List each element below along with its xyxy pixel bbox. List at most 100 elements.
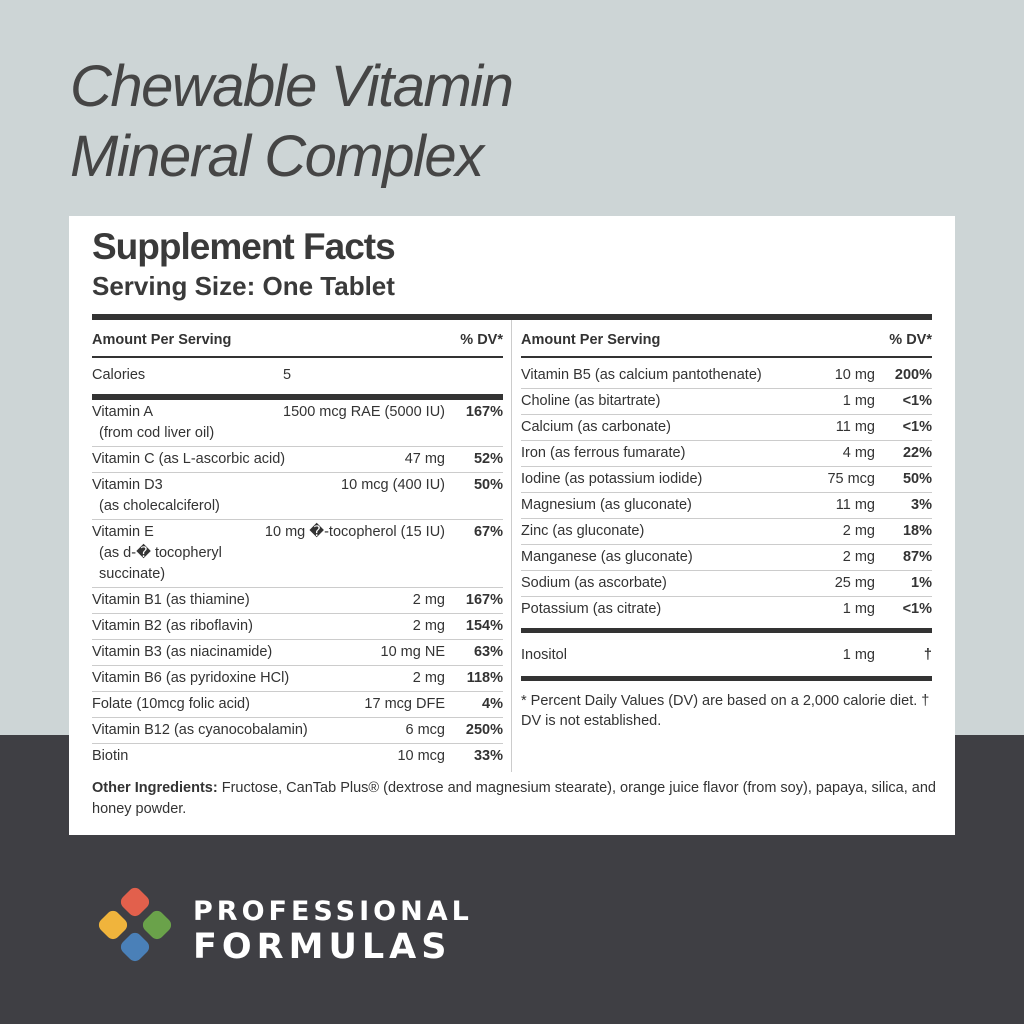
daily-value: 3% bbox=[911, 497, 932, 513]
name: Vitamin A bbox=[92, 404, 153, 420]
brand: PROFESSIONAL FORMULAS bbox=[193, 895, 473, 965]
amount: 1500 mcg RAE (5000 IU) bbox=[283, 404, 445, 420]
daily-value: 1% bbox=[911, 575, 932, 591]
petal bbox=[120, 932, 150, 962]
amount: 10 mcg bbox=[397, 748, 445, 764]
daily-value: <1% bbox=[902, 601, 932, 617]
daily-value: <1% bbox=[902, 393, 932, 409]
row: Vitamin B3 (as niacinamide) 10 mg NE 63% bbox=[92, 640, 503, 666]
name: Iodine (as potassium iodide) bbox=[521, 471, 703, 487]
name: Vitamin C (as L-ascorbic acid) bbox=[92, 451, 286, 467]
row: Vitamin B6 (as pyridoxine HCl) 2 mg 118% bbox=[92, 666, 503, 692]
amount: 10 mcg (400 IU) bbox=[341, 477, 445, 493]
row: Vitamin A (from cod liver oil) 1500 mcg RA… bbox=[92, 400, 503, 447]
rule bbox=[92, 314, 932, 320]
name: Biotin bbox=[92, 748, 129, 764]
amount: 11 mg bbox=[835, 419, 875, 435]
amount: 2 mg bbox=[412, 670, 445, 686]
name: Potassium (as citrate) bbox=[521, 601, 662, 617]
amount: 5 bbox=[283, 367, 292, 383]
label: Other Ingredients: bbox=[92, 780, 218, 796]
nutrient: Vitamin B1 (as thiamine) bbox=[92, 590, 413, 611]
amount: 6 mcg bbox=[405, 722, 446, 738]
divider bbox=[511, 320, 512, 772]
amount: 1 mg bbox=[842, 393, 875, 409]
name: Vitamin E bbox=[92, 524, 154, 540]
row: Vitamin C (as L-ascorbic acid) 47 mg 52% bbox=[92, 447, 503, 473]
amount: 1 mg bbox=[842, 601, 875, 617]
nutrient: Manganese (as gluconate) bbox=[521, 547, 843, 568]
name: Vitamin D3 bbox=[92, 477, 163, 493]
amount: 2 mg bbox=[412, 592, 445, 608]
right-column: Amount Per Serving % DV* Vitamin B5 (as ca… bbox=[521, 320, 932, 731]
nutrient: Calories bbox=[92, 365, 283, 386]
brand-line: PROFESSIONAL bbox=[193, 896, 473, 927]
daily-value: 167% bbox=[465, 404, 503, 420]
left-column: Amount Per Serving % DV* Calories 5 Vitamin … bbox=[92, 320, 503, 769]
daily-value: 154% bbox=[465, 618, 503, 634]
header-row: Amount Per Serving % DV* bbox=[521, 320, 932, 358]
daily-value: 250% bbox=[465, 722, 503, 738]
header-row: Amount Per Serving % DV* bbox=[92, 320, 503, 358]
nutrient: Magnesium (as gluconate) bbox=[521, 495, 836, 516]
amount: 1 mg bbox=[842, 647, 875, 663]
daily-value: 63% bbox=[473, 644, 503, 660]
row: Inositol 1 mg † bbox=[521, 633, 932, 681]
daily-value: 50% bbox=[902, 471, 932, 487]
text: Fructose, CanTab Plus® (dextrose and mag… bbox=[92, 780, 936, 817]
note: (as cholecalciferol) bbox=[99, 498, 220, 514]
name: Vitamin B5 (as calcium pantothenate) bbox=[521, 367, 762, 383]
amount: 10 mg �-tocopherol (15 IU) bbox=[264, 524, 445, 540]
note: (from cod liver oil) bbox=[99, 425, 215, 441]
logo bbox=[98, 887, 172, 962]
nutrient: Vitamin B6 (as pyridoxine HCl) bbox=[92, 668, 413, 689]
daily-value: † bbox=[923, 647, 932, 663]
daily-value: 4% bbox=[482, 696, 503, 712]
amount: 10 mg NE bbox=[380, 644, 445, 660]
amount: 17 mcg DFE bbox=[364, 696, 445, 712]
nutrient: Choline (as bitartrate) bbox=[521, 391, 843, 412]
name: Calcium (as carbonate) bbox=[521, 419, 671, 435]
nutrient: Sodium (as ascorbate) bbox=[521, 573, 835, 594]
nutrient: Vitamin B3 (as niacinamide) bbox=[92, 642, 381, 663]
header-label: Amount Per Serving bbox=[92, 332, 232, 348]
nutrient: Iron (as ferrous fumarate) bbox=[521, 443, 843, 464]
amount: 11 mg bbox=[835, 497, 875, 513]
row: Vitamin B5 (as calcium pantothenate) 10 m… bbox=[521, 358, 932, 389]
nutrient: Potassium (as citrate) bbox=[521, 599, 843, 620]
facts-heading: Supplement Facts bbox=[92, 226, 396, 267]
name: Vitamin B6 (as pyridoxine HCl) bbox=[92, 670, 290, 686]
daily-value: 118% bbox=[466, 670, 503, 686]
nutrient: Vitamin A (from cod liver oil) bbox=[92, 402, 283, 444]
daily-value: 50% bbox=[473, 477, 503, 493]
row: Zinc (as gluconate) 2 mg 18% bbox=[521, 519, 932, 545]
name: Inositol bbox=[521, 647, 567, 663]
row: Choline (as bitartrate) 1 mg <1% bbox=[521, 389, 932, 415]
row: Folate (10mcg folic acid) 17 mcg DFE 4% bbox=[92, 692, 503, 718]
daily-value: 67% bbox=[473, 524, 503, 540]
name: Vitamin B2 (as riboflavin) bbox=[92, 618, 253, 634]
amount: 2 mg bbox=[842, 523, 875, 539]
daily-value: 18% bbox=[902, 523, 932, 539]
daily-value: 167% bbox=[465, 592, 503, 608]
petal bbox=[120, 887, 150, 917]
amount: 75 mcg bbox=[827, 471, 875, 487]
row: Iodine (as potassium iodide) 75 mcg 50% bbox=[521, 467, 932, 493]
row: Magnesium (as gluconate) 11 mg 3% bbox=[521, 493, 932, 519]
daily-value: 33% bbox=[473, 748, 503, 764]
name: Vitamin B3 (as niacinamide) bbox=[92, 644, 273, 660]
amount: 10 mg bbox=[834, 367, 875, 383]
nutrient: Vitamin C (as L-ascorbic acid) bbox=[92, 449, 405, 470]
header-dv: % DV* bbox=[889, 332, 932, 348]
product-title: Chewable Vitamin Mineral Complex bbox=[70, 52, 514, 192]
row: Biotin 10 mcg 33% bbox=[92, 744, 503, 769]
nutrient: Vitamin B12 (as cyanocobalamin) bbox=[92, 720, 406, 741]
facts-panel: Supplement Facts Serving Size: One Table… bbox=[69, 216, 955, 835]
row: Calories 5 bbox=[92, 358, 503, 400]
header-label: Amount Per Serving bbox=[521, 332, 661, 348]
note: (as d-� tocopheryl succinate) bbox=[99, 545, 222, 582]
serving-size: Serving Size: One Tablet bbox=[92, 271, 395, 301]
row: Vitamin B12 (as cyanocobalamin) 6 mcg 250% bbox=[92, 718, 503, 744]
footnote: * Percent Daily Values (DV) are based on… bbox=[521, 693, 930, 729]
nutrient: Biotin bbox=[92, 746, 397, 767]
